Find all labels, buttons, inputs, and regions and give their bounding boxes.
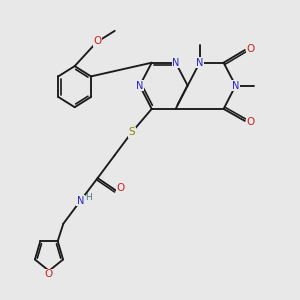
Text: O: O xyxy=(246,117,254,127)
Text: O: O xyxy=(246,44,254,54)
Text: N: N xyxy=(136,81,143,91)
Text: H: H xyxy=(85,193,92,202)
Text: N: N xyxy=(172,58,179,68)
Text: S: S xyxy=(128,127,135,137)
Text: N: N xyxy=(232,81,239,91)
Text: O: O xyxy=(45,269,53,279)
Text: O: O xyxy=(94,36,102,46)
Text: N: N xyxy=(196,58,203,68)
Text: O: O xyxy=(116,183,125,193)
Text: N: N xyxy=(77,196,84,206)
